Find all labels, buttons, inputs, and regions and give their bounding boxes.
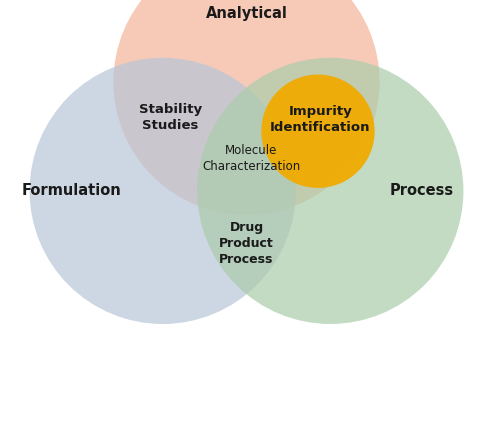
Text: Stability
Studies: Stability Studies — [139, 103, 202, 132]
Ellipse shape — [30, 58, 296, 324]
Ellipse shape — [113, 0, 380, 215]
Text: Figure 1. Gene therapy development from discovery
to commercialization: Figure 1. Gene therapy development from … — [50, 373, 443, 405]
Text: Molecule
Characterization: Molecule Characterization — [202, 144, 301, 173]
Ellipse shape — [261, 75, 375, 188]
Text: Impurity
Identification: Impurity Identification — [270, 105, 371, 134]
Ellipse shape — [197, 58, 463, 324]
Text: Analytical: Analytical — [206, 6, 287, 21]
Text: Formulation: Formulation — [22, 184, 121, 198]
Text: Process: Process — [389, 184, 454, 198]
Text: Drug
Product
Process: Drug Product Process — [219, 221, 274, 266]
